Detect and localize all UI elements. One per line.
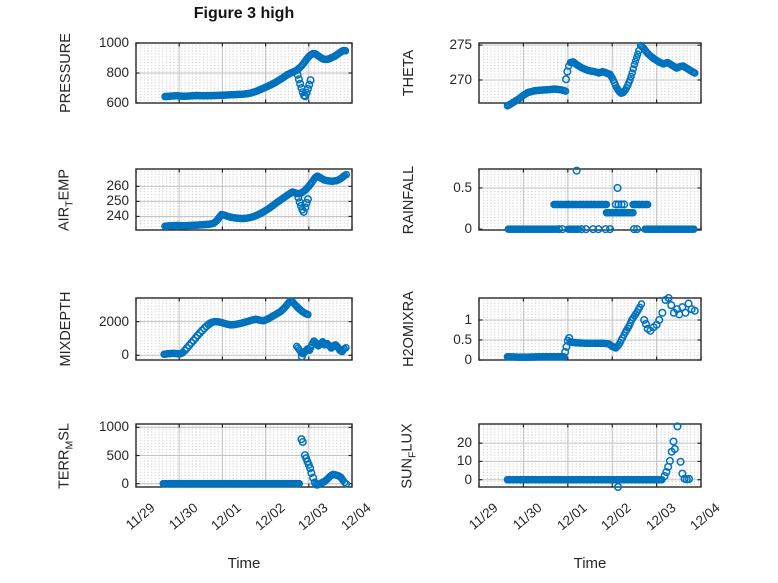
x-tick-label: 12/04: [687, 500, 723, 534]
y-tick-label: 1: [464, 312, 472, 327]
y-tick-label: 250: [106, 193, 129, 209]
y-tick-label: 270: [449, 71, 472, 87]
y-tick-label: 1000: [98, 419, 129, 435]
plot-area-sun_flux: [478, 422, 702, 492]
x-tick-label: 12/01: [208, 500, 245, 534]
y-tick-label: 0.5: [453, 332, 472, 347]
x-tick-label: 11/29: [122, 500, 158, 533]
y-label-rainfall: RAINFALL: [401, 165, 417, 234]
x-tick-label: 12/02: [598, 500, 634, 534]
y-tick-label: 0: [121, 347, 129, 363]
y-tick-label: 500: [106, 447, 129, 463]
plot-area-rainfall: [478, 166, 702, 234]
y-tick-label: 260: [106, 178, 129, 194]
plot-area-air_temp: [135, 168, 353, 231]
y-tick-label: 0.5: [453, 179, 472, 195]
y-label-theta: THETA: [401, 49, 417, 97]
series-markers-h2omixra: [503, 293, 699, 361]
y-label-sun_flux: SUNFLUX: [399, 422, 419, 489]
y-label-terr_msl: TERRMSL: [56, 422, 76, 489]
plot-area-mixdepth: [135, 297, 353, 361]
series-markers-terr_msl: [159, 435, 351, 489]
y-tick-label: 20: [456, 435, 472, 451]
y-tick-label: 800: [106, 65, 129, 80]
x-axis-title-left: Time: [227, 555, 261, 572]
y-tick-label: 600: [106, 95, 129, 110]
figure-title: Figure 3 high: [193, 5, 295, 22]
x-tick-label: 12/03: [642, 500, 679, 534]
y-tick-label: 0: [121, 475, 129, 491]
series-markers-air_temp: [161, 170, 351, 230]
y-label-pressure: PRESSURE: [58, 33, 74, 113]
series-markers-pressure: [161, 46, 350, 101]
y-tick-label: 275: [449, 37, 472, 53]
series-markers-mixdepth: [160, 297, 350, 361]
y-tick-label: 240: [106, 208, 129, 224]
x-tick-label: 11/30: [166, 500, 201, 533]
plot-area-pressure: [135, 42, 353, 104]
x-tick-label: 12/03: [294, 500, 331, 534]
x-tick-label: 12/01: [553, 500, 590, 534]
plot-area-theta: [478, 41, 702, 110]
x-tick-label: 11/30: [510, 500, 546, 533]
x-tick-label: 11/29: [465, 500, 501, 533]
y-tick-label: 0: [464, 471, 472, 487]
x-axis-title-right: Time: [573, 555, 607, 572]
series-markers-sun_flux: [503, 422, 694, 492]
y-tick-label: 10: [456, 453, 472, 469]
y-label-mixdepth: MIXDEPTH: [58, 291, 74, 367]
x-tick-label: 12/04: [338, 500, 374, 534]
plot-area-terr_msl: [135, 423, 353, 489]
x-tick-label: 12/02: [251, 500, 288, 534]
y-tick-label: 0: [464, 352, 472, 367]
plot-area-h2omixra: [478, 293, 702, 361]
series-markers-rainfall: [504, 166, 698, 234]
y-tick-label: 0: [464, 221, 472, 237]
y-tick-label: 1000: [98, 35, 129, 50]
y-tick-label: 2000: [98, 313, 129, 329]
y-label-h2omixra: H2OMIXRA: [401, 291, 417, 367]
series-markers-theta: [503, 41, 699, 110]
y-label-air_temp: AIRTEMP: [56, 168, 76, 231]
